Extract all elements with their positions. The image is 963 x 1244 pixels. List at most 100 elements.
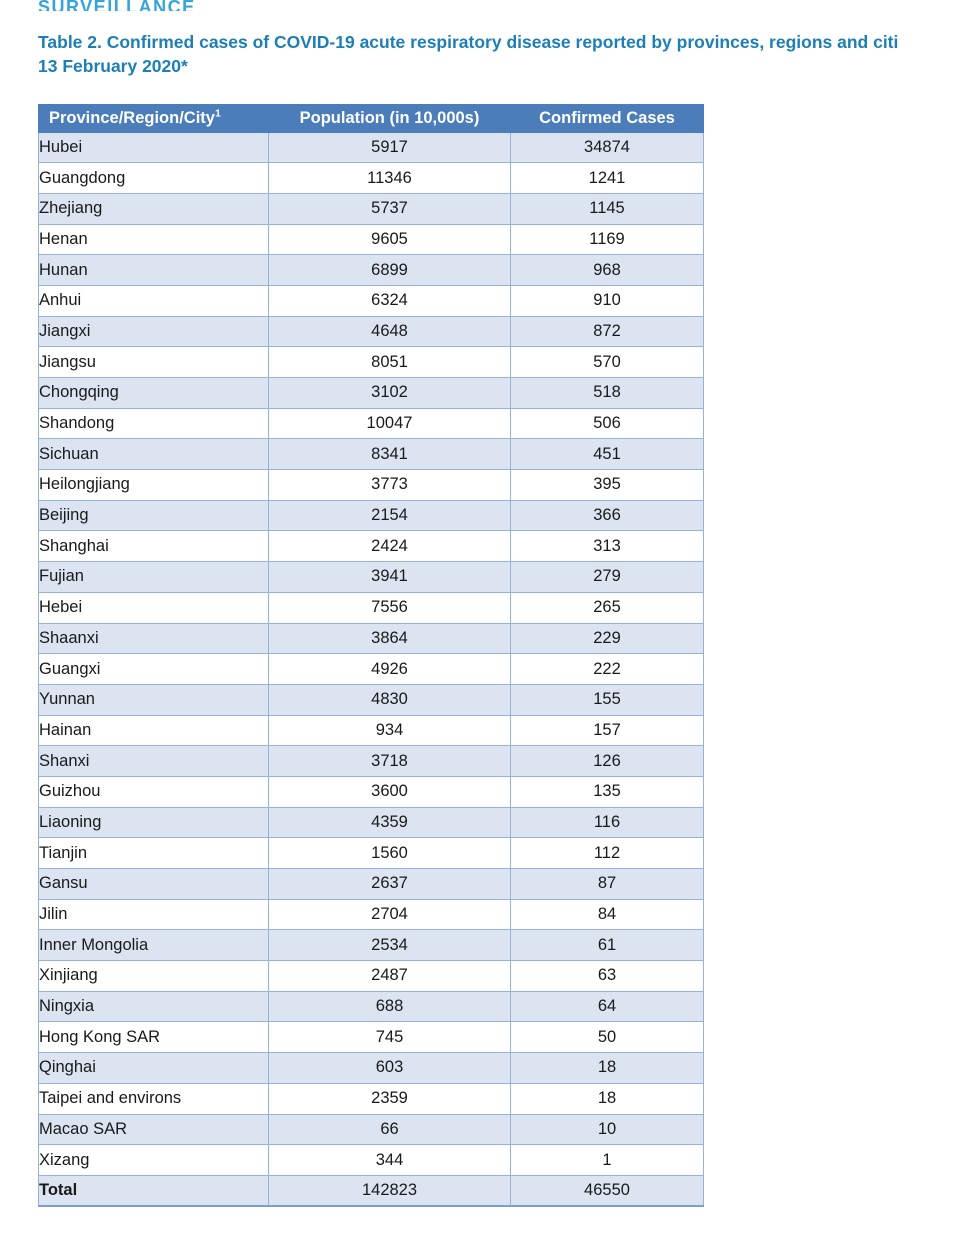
province-cell: Shaanxi [38,622,269,655]
population-cell: 2424 [268,530,511,563]
table-row: Yunnan 4830 155 [38,683,704,716]
table-row: Jiangsu 8051 570 [38,346,704,378]
province-cell: Shanghai [38,530,269,563]
table-header-row: Province/Region/City1 Population (in 10,… [38,104,704,133]
column-header-province: Province/Region/City1 [38,104,269,133]
table-row: Zhejiang 5737 1145 [38,192,704,225]
population-cell: 3941 [268,561,511,593]
cases-cell: 34874 [510,131,704,164]
table-row: Heilongjiang 3773 395 [38,469,704,501]
province-cell: Hong Kong SAR [38,1021,269,1054]
cases-cell: 116 [510,806,704,839]
population-cell: 6324 [268,284,511,317]
table-row: Inner Mongolia 2534 61 [38,929,704,962]
province-cell: Beijing [38,499,269,532]
table-row: Tianjin 1560 112 [38,837,704,869]
cases-cell: 506 [510,407,704,440]
province-cell: Jiangxi [38,315,269,348]
province-cell: Jiangsu [38,346,269,378]
province-cell: Heilongjiang [38,469,269,501]
population-cell: 1560 [268,837,511,869]
province-cell: Chongqing [38,377,269,409]
table-row: Hunan 6899 968 [38,254,704,286]
population-cell: 7556 [268,591,511,624]
province-cell: Taipei and environs [38,1082,269,1115]
province-cell: Fujian [38,561,269,593]
table-body: Hubei 5917 34874 Guangdong 11346 1241 Zhejiang… [38,131,704,1207]
cases-cell: 968 [510,254,704,286]
province-cell: Zhejiang [38,192,269,225]
population-cell: 2637 [268,868,511,900]
population-cell: 3773 [268,469,511,501]
cases-cell: 910 [510,284,704,317]
cases-cell: 1 [510,1144,704,1176]
population-cell: 3600 [268,775,511,808]
population-cell: 2534 [268,929,511,962]
province-cell: Ningxia [38,990,269,1023]
province-cell: Henan [38,223,269,256]
table-row: Chongqing 3102 518 [38,377,704,409]
table-title: Table 2. Confirmed cases of COVID-19 acu… [38,30,963,78]
cases-cell: 222 [510,653,704,685]
cases-cell: 135 [510,775,704,808]
table-title-line1: Table 2. Confirmed cases of COVID-19 acu… [38,32,899,52]
population-cell: 2704 [268,898,511,931]
province-cell: Hunan [38,254,269,286]
population-cell: 688 [268,990,511,1023]
cases-cell: 229 [510,622,704,655]
cases-cell: 63 [510,960,704,992]
population-cell: 66 [268,1113,511,1146]
population-cell: 3102 [268,377,511,409]
column-header-population: Population (in 10,000s) [268,104,511,133]
covid-cases-table: Province/Region/City1 Population (in 10,… [38,104,704,1208]
cases-cell: 366 [510,499,704,532]
section-heading: SURVEILLANCE [38,0,196,11]
table-row: Hebei 7556 265 [38,591,704,624]
population-cell: 4359 [268,806,511,839]
population-cell: 2359 [268,1082,511,1115]
province-cell: Macao SAR [38,1113,269,1146]
cases-cell: 157 [510,714,704,747]
province-cell: Tianjin [38,837,269,869]
table-row: Guangxi 4926 222 [38,653,704,685]
cases-cell: 50 [510,1021,704,1054]
population-cell: 2154 [268,499,511,532]
population-cell: 5917 [268,131,511,164]
cases-cell: 1241 [510,162,704,194]
population-cell: 3718 [268,745,511,777]
province-cell: Xinjiang [38,960,269,992]
table-row: Liaoning 4359 116 [38,806,704,839]
province-cell: Qinghai [38,1052,269,1084]
population-cell: 603 [268,1052,511,1084]
cases-cell: 87 [510,868,704,900]
cases-cell: 84 [510,898,704,931]
section-heading-clip: SURVEILLANCE [38,0,438,11]
province-cell: Guizhou [38,775,269,808]
cases-cell: 18 [510,1052,704,1084]
table-row: Macao SAR 66 10 [38,1113,704,1146]
table-row: Jilin 2704 84 [38,898,704,931]
population-cell: 344 [268,1144,511,1176]
population-cell: 8341 [268,438,511,471]
table-row: Shaanxi 3864 229 [38,622,704,655]
province-cell: Yunnan [38,683,269,716]
table-row: Xizang 344 1 [38,1144,704,1176]
cases-cell: 112 [510,837,704,869]
cases-cell: 46550 [510,1174,704,1207]
population-cell: 4830 [268,683,511,716]
province-cell: Shandong [38,407,269,440]
population-cell: 8051 [268,346,511,378]
province-cell: Guangdong [38,162,269,194]
cases-cell: 18 [510,1082,704,1115]
table-row: Fujian 3941 279 [38,561,704,593]
column-header-cases: Confirmed Cases [510,104,704,133]
population-cell: 3864 [268,622,511,655]
table-row: Sichuan 8341 451 [38,438,704,471]
population-cell: 4926 [268,653,511,685]
table-row: Gansu 2637 87 [38,868,704,900]
column-header-province-label: Province/Region/City [49,108,215,127]
cases-cell: 61 [510,929,704,962]
table-row: Shanghai 2424 313 [38,530,704,563]
province-cell: Guangxi [38,653,269,685]
table-row: Hong Kong SAR 745 50 [38,1021,704,1054]
